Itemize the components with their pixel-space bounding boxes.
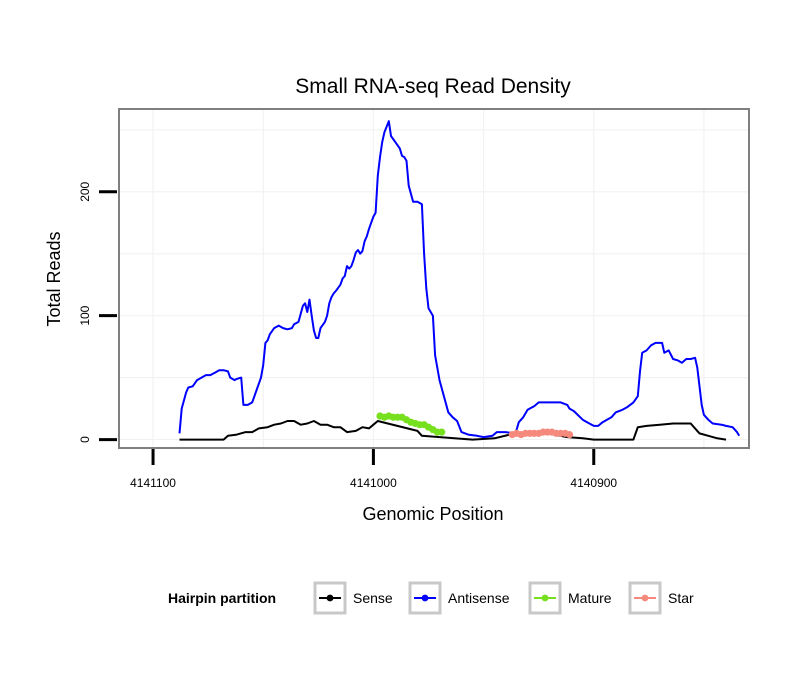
y-tick-label: 100: [78, 305, 92, 325]
x-axis: 4141100 4141000 4140900: [130, 449, 617, 490]
legend-key-dot: [421, 594, 429, 602]
legend-label: Mature: [568, 590, 612, 606]
x-axis-title: Genomic Position: [362, 504, 503, 524]
legend-entry-antisense: Antisense: [408, 581, 510, 615]
legend-key-dot: [641, 594, 649, 602]
legend-label: Antisense: [448, 590, 510, 606]
chart-title: Small RNA-seq Read Density: [295, 75, 571, 98]
star-point: [565, 431, 574, 439]
legend-entry-star: Star: [628, 581, 694, 615]
y-axis: 0 100 200: [78, 181, 117, 443]
legend-label: Sense: [353, 590, 393, 606]
antisense-series-line: [178, 120, 741, 439]
x-tick-label: 4141100: [130, 476, 176, 490]
mature-point: [438, 428, 446, 436]
legend-entry-sense: Sense: [313, 581, 393, 615]
legend-title: Hairpin partition: [168, 590, 276, 606]
x-tick-label: 4140900: [570, 476, 617, 490]
series-layer: [178, 120, 741, 441]
x-tick-label: 4141000: [350, 476, 397, 490]
plot-panel: [118, 108, 750, 449]
y-axis-title: Total Reads: [44, 231, 64, 326]
y-tick-label: 200: [78, 181, 92, 201]
sense-series-line: [179, 420, 727, 441]
legend: Hairpin partition Sense Antisense Mature St…: [168, 581, 694, 615]
legend-key-dot: [326, 594, 334, 602]
legend-key-dot: [541, 594, 549, 602]
legend-label: Star: [668, 590, 694, 606]
legend-entry-mature: Mature: [528, 581, 612, 615]
y-tick-label: 0: [78, 436, 92, 443]
